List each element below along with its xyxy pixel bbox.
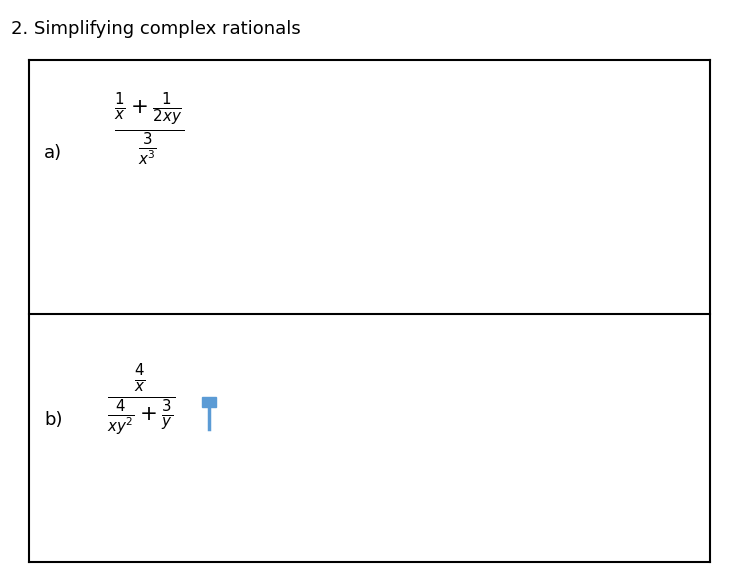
Bar <box>202 397 216 407</box>
Text: 2. Simplifying complex rationals: 2. Simplifying complex rationals <box>11 20 301 38</box>
Text: b): b) <box>44 411 63 430</box>
Text: $\frac{\frac{1}{x} + \frac{1}{2xy}}{\frac{3}{x^3}}$: $\frac{\frac{1}{x} + \frac{1}{2xy}}{\fra… <box>114 90 185 169</box>
Text: a): a) <box>44 143 63 162</box>
Text: $\frac{\frac{4}{x}}{\frac{4}{xy^2} + \frac{3}{y}}$: $\frac{\frac{4}{x}}{\frac{4}{xy^2} + \fr… <box>107 362 176 438</box>
